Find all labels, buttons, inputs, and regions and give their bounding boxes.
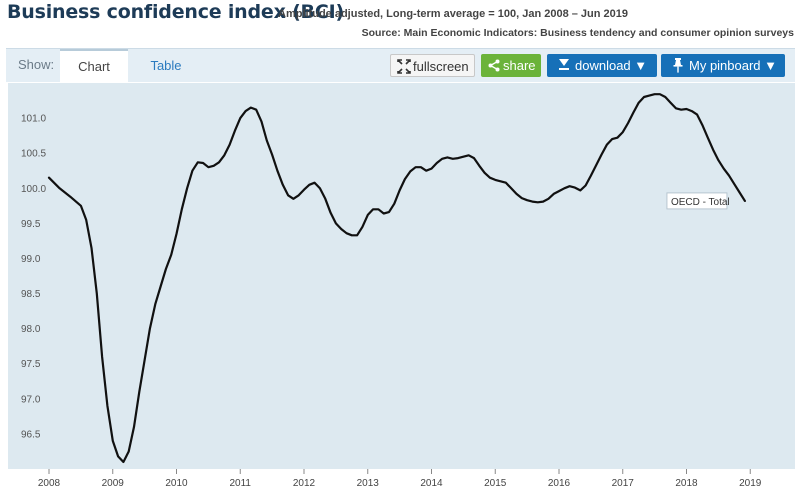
x-tick-label: 2019 <box>739 478 762 489</box>
y-tick-label: 98.5 <box>21 289 41 300</box>
y-tick-label: 98.0 <box>21 324 41 335</box>
tab-table[interactable]: Table <box>150 58 182 73</box>
x-tick-label: 2017 <box>612 478 635 489</box>
series-label-box <box>666 192 728 210</box>
x-tick-label: 2015 <box>484 478 507 489</box>
view-toolbar: Show: Chart Table fullscreen share downl… <box>6 48 795 82</box>
pinboard-button[interactable]: My pinboard ▼ <box>661 54 785 77</box>
tab-chart[interactable]: Chart <box>60 49 128 82</box>
download-label: download ▼ <box>575 58 648 73</box>
y-tick-label: 100.0 <box>21 184 46 195</box>
x-tick-label: 2010 <box>165 478 188 489</box>
y-tick-label: 96.5 <box>21 429 41 440</box>
x-tick-label: 2012 <box>293 478 316 489</box>
y-tick-label: 99.5 <box>21 219 41 230</box>
chart-source: Source: Main Economic Indicators: Busine… <box>361 27 794 39</box>
series-line-oecd-total <box>47 93 746 464</box>
chart-header: Business confidence index (BCI) Amplitud… <box>0 0 800 48</box>
x-tick-label: 2014 <box>420 478 443 489</box>
x-tick-label: 2016 <box>548 478 571 489</box>
chart-subtitle: Amplitude adjusted, Long-term average = … <box>278 8 628 20</box>
y-tick-label: 97.0 <box>21 394 41 405</box>
x-tick-label: 2013 <box>357 478 380 489</box>
download-icon <box>558 54 570 85</box>
page-title: Business confidence index (BCI) <box>7 1 344 23</box>
y-tick-label: 101.0 <box>21 114 46 125</box>
pin-icon <box>672 54 684 85</box>
y-axis: 96.5 97.0 97.5 98.0 98.5 99.0 99.5 100.0 100.5 10… <box>21 114 46 441</box>
expand-icon <box>397 55 411 86</box>
x-tick-label: 2009 <box>102 478 125 489</box>
chart-area: 96.5 97.0 97.5 98.0 98.5 99.0 99.5 100.0 100.5 10… <box>0 81 800 491</box>
fullscreen-label: fullscreen <box>413 59 469 74</box>
show-label: Show: <box>18 57 55 72</box>
series-label-text: OECD - Total <box>671 197 730 208</box>
x-tick-label: 2011 <box>229 478 251 489</box>
y-tick-label: 97.5 <box>21 359 41 370</box>
share-label: share <box>503 58 536 73</box>
share-button[interactable]: share <box>481 54 541 77</box>
pinboard-label: My pinboard ▼ <box>689 58 778 73</box>
download-button[interactable]: download ▼ <box>547 54 657 77</box>
x-tick-label: 2018 <box>675 478 698 489</box>
share-icon <box>488 54 500 85</box>
series-label-group: OECD - Total <box>666 192 730 210</box>
y-tick-label: 99.0 <box>21 254 41 265</box>
y-tick-label: 100.5 <box>21 149 46 160</box>
fullscreen-button[interactable]: fullscreen <box>390 54 475 77</box>
plot-background <box>8 83 795 469</box>
x-tick-label: 2008 <box>38 478 61 489</box>
line-chart: 96.5 97.0 97.5 98.0 98.5 99.0 99.5 100.0 100.5 10… <box>8 83 795 489</box>
x-axis: 2008 2009 2010 2011 2012 2013 2014 2015 2016 2017… <box>38 469 762 489</box>
